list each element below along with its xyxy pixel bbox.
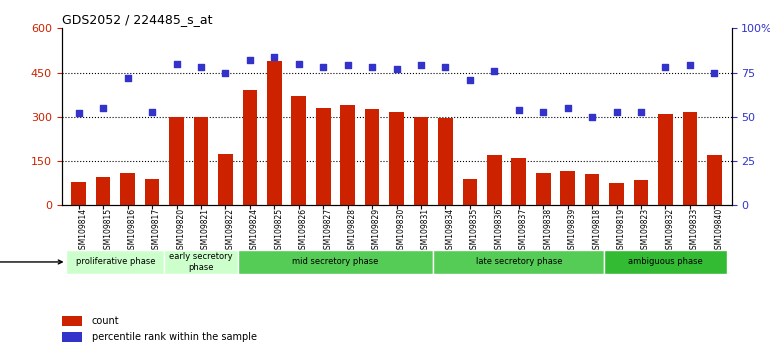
Point — [464, 77, 476, 82]
Point — [611, 109, 623, 114]
Bar — [62, 332, 82, 342]
Point — [684, 63, 696, 68]
Bar — [561, 171, 575, 205]
Point — [586, 114, 598, 120]
Text: GSM109828: GSM109828 — [347, 207, 357, 253]
Point — [488, 68, 500, 74]
Text: GSM109817: GSM109817 — [152, 207, 161, 254]
Point — [366, 64, 378, 70]
Text: GSM109839: GSM109839 — [567, 207, 577, 254]
Text: GSM109834: GSM109834 — [446, 207, 454, 254]
Bar — [463, 179, 477, 205]
Point — [537, 109, 550, 114]
Bar — [169, 117, 184, 205]
Text: GSM109816: GSM109816 — [128, 207, 136, 254]
Bar — [604, 250, 727, 274]
Point — [97, 105, 109, 111]
Point — [561, 105, 574, 111]
Text: GSM109836: GSM109836 — [494, 207, 504, 254]
Bar — [164, 250, 238, 274]
Bar — [389, 113, 404, 205]
Text: GSM109820: GSM109820 — [176, 207, 186, 254]
Point — [317, 64, 330, 70]
Bar — [682, 113, 698, 205]
Bar — [365, 109, 380, 205]
Bar — [243, 90, 257, 205]
Text: percentile rank within the sample: percentile rank within the sample — [92, 332, 256, 342]
Bar — [316, 108, 330, 205]
Text: GSM109819: GSM109819 — [617, 207, 625, 254]
Bar — [609, 183, 624, 205]
Point — [243, 57, 256, 63]
Point — [72, 110, 85, 116]
Bar — [511, 158, 526, 205]
Bar — [340, 105, 355, 205]
Point — [195, 64, 207, 70]
Text: GSM109832: GSM109832 — [665, 207, 675, 254]
Text: GSM109824: GSM109824 — [249, 207, 259, 254]
Text: GSM109814: GSM109814 — [79, 207, 88, 254]
Point — [708, 70, 721, 75]
Point — [390, 66, 403, 72]
Point — [513, 107, 525, 113]
Text: GDS2052 / 224485_s_at: GDS2052 / 224485_s_at — [62, 13, 212, 26]
Text: GSM109840: GSM109840 — [715, 207, 723, 254]
Text: GSM109823: GSM109823 — [641, 207, 650, 254]
Text: proliferative phase: proliferative phase — [75, 257, 155, 267]
Text: GSM109833: GSM109833 — [690, 207, 699, 254]
Text: GSM109821: GSM109821 — [201, 207, 210, 253]
Point — [415, 63, 427, 68]
Point — [146, 109, 158, 114]
Text: GSM109838: GSM109838 — [544, 207, 552, 254]
Point — [170, 61, 182, 67]
Text: early secretory
phase: early secretory phase — [169, 252, 233, 272]
Bar — [145, 179, 159, 205]
Bar — [238, 250, 434, 274]
Point — [293, 61, 305, 67]
Text: GSM109826: GSM109826 — [299, 207, 308, 254]
Bar — [72, 182, 86, 205]
Bar — [267, 61, 282, 205]
Bar — [536, 173, 551, 205]
Text: GSM109815: GSM109815 — [103, 207, 112, 254]
Text: mid secretory phase: mid secretory phase — [293, 257, 379, 267]
Text: GSM109818: GSM109818 — [592, 207, 601, 253]
Bar — [634, 180, 648, 205]
Bar — [218, 154, 233, 205]
Bar — [193, 117, 209, 205]
Bar — [434, 250, 604, 274]
Text: GSM109830: GSM109830 — [397, 207, 406, 254]
Bar — [707, 155, 721, 205]
Bar — [66, 250, 164, 274]
Text: count: count — [92, 316, 119, 326]
Bar — [584, 175, 600, 205]
Point — [122, 75, 134, 81]
Point — [659, 64, 671, 70]
Text: other: other — [0, 257, 62, 267]
Text: GSM109831: GSM109831 — [421, 207, 430, 254]
Bar — [438, 118, 453, 205]
Bar — [487, 155, 502, 205]
Point — [219, 70, 232, 75]
Text: GSM109835: GSM109835 — [470, 207, 479, 254]
Bar — [62, 316, 82, 326]
Text: GSM109827: GSM109827 — [323, 207, 332, 254]
Bar — [120, 173, 135, 205]
Text: late secretory phase: late secretory phase — [476, 257, 562, 267]
Bar — [95, 177, 111, 205]
Text: GSM109822: GSM109822 — [226, 207, 234, 253]
Bar — [658, 114, 673, 205]
Point — [341, 63, 353, 68]
Point — [440, 64, 452, 70]
Text: ambiguous phase: ambiguous phase — [628, 257, 703, 267]
Point — [635, 109, 648, 114]
Bar — [413, 117, 428, 205]
Text: GSM109825: GSM109825 — [274, 207, 283, 254]
Bar — [291, 96, 306, 205]
Text: GSM109837: GSM109837 — [519, 207, 527, 254]
Point — [268, 54, 280, 59]
Text: GSM109829: GSM109829 — [372, 207, 381, 254]
